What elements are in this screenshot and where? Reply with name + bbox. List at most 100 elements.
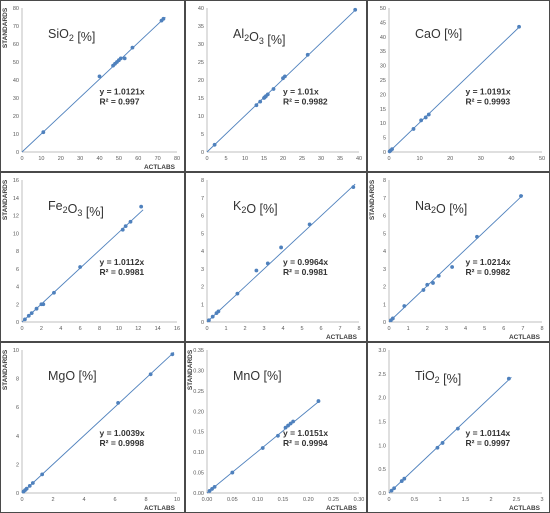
data-point xyxy=(475,234,479,239)
x-tick-label: 7 xyxy=(521,326,524,332)
y-tick-label: 0.0 xyxy=(378,491,386,497)
y-tick-label: 0.5 xyxy=(378,467,386,473)
data-point xyxy=(212,484,217,489)
x-tick-label: 20 xyxy=(280,156,286,162)
trendline xyxy=(206,9,356,153)
data-point xyxy=(207,489,212,493)
y-tick-label: 0.15 xyxy=(193,430,204,436)
x-axis-title: ACTLABS xyxy=(144,164,176,171)
x-tick-label: 3 xyxy=(445,326,448,332)
y-tick-label: 7 xyxy=(201,196,204,202)
x-tick-label: 14 xyxy=(155,326,161,332)
y-tick-label: 2 xyxy=(383,285,386,291)
data-point xyxy=(120,227,125,232)
data-point xyxy=(455,426,460,431)
x-tick-label: 30 xyxy=(77,156,83,162)
y-tick-label: 15 xyxy=(380,107,386,113)
x-tick-label: 3 xyxy=(540,497,543,503)
y-tick-label: 12 xyxy=(13,214,19,220)
x-tick-label: 40 xyxy=(96,156,102,162)
panel-title: SiO2 [%] xyxy=(48,27,95,44)
y-tick-label: 25 xyxy=(198,60,204,66)
y-axis-title: STANDARDS xyxy=(2,179,9,220)
data-point xyxy=(288,421,293,426)
y-tick-label: 30 xyxy=(380,64,386,70)
data-point xyxy=(426,112,431,117)
y-tick-label: 10 xyxy=(13,348,19,354)
y-tick-label: 5 xyxy=(201,132,204,138)
x-tick-label: 2 xyxy=(426,326,429,332)
data-point xyxy=(34,306,39,311)
panel-frame xyxy=(185,342,367,513)
data-point xyxy=(423,115,428,120)
x-axis-title: ACTLABS xyxy=(326,505,358,512)
panel-title: TiO2 [%] xyxy=(415,369,461,386)
y-tick-label: 3.0 xyxy=(378,348,386,354)
data-point xyxy=(353,7,358,12)
x-tick-label: 20 xyxy=(447,156,453,162)
trend-equation: y = 1.0114x xyxy=(466,428,511,438)
x-tick-label: 4 xyxy=(464,326,467,332)
y-tick-label: 40 xyxy=(198,6,204,12)
data-point xyxy=(399,479,404,483)
data-point xyxy=(258,99,263,104)
data-point xyxy=(235,291,240,296)
data-point xyxy=(435,445,440,450)
chart-panel-3: 0 10 20 30 40 50 0 5 10 15 20 25 30 35 40 45 50 CaO [%] y … xyxy=(367,0,550,172)
data-point xyxy=(271,87,276,91)
y-axis-title: STANDARDS xyxy=(369,179,376,220)
trend-equation: y = 1.01x xyxy=(283,86,319,96)
y-tick-label: 0 xyxy=(16,320,19,326)
data-point xyxy=(389,488,394,493)
x-tick-label: 2.5 xyxy=(513,497,521,503)
r-squared: R² = 0.9982 xyxy=(466,267,511,277)
x-tick-label: 0.05 xyxy=(227,497,238,503)
x-axis-title: ACTLABS xyxy=(509,505,541,512)
x-tick-label: 1.5 xyxy=(462,497,470,503)
data-point xyxy=(265,261,270,266)
y-tick-label: 8 xyxy=(383,178,386,184)
y-axis-title: STANDARDS xyxy=(2,349,9,390)
r-squared: R² = 0.9981 xyxy=(283,267,328,277)
y-tick-label: 6 xyxy=(16,405,19,411)
x-tick-label: 8 xyxy=(98,326,101,332)
panel-title: MgO [%] xyxy=(48,369,97,383)
data-point xyxy=(421,288,426,292)
data-point xyxy=(260,446,265,450)
data-point xyxy=(283,74,287,79)
r-squared: R² = 0.9997 xyxy=(466,438,511,448)
x-tick-label: 20 xyxy=(58,156,64,162)
x-tick-label: 0 xyxy=(205,326,208,332)
y-tick-label: 1.5 xyxy=(378,420,386,426)
x-tick-label: 1 xyxy=(224,326,227,332)
data-point xyxy=(286,423,290,428)
x-tick-label: 16 xyxy=(174,326,180,332)
trendline xyxy=(388,376,512,494)
x-tick-label: 0.20 xyxy=(303,497,314,503)
data-point xyxy=(210,314,215,319)
data-point xyxy=(305,52,310,57)
trend-equation: y = 1.0214x xyxy=(466,257,511,267)
r-squared: R² = 0.9993 xyxy=(466,96,511,106)
chart-panel-9: 0 0.5 1 1.5 2 2.5 3 0.0 0.5 1.0 1.5 2.0 2.5 3.0 ACTLAB… xyxy=(367,342,550,513)
y-tick-label: 0.00 xyxy=(193,491,204,497)
data-point xyxy=(30,481,35,485)
r-squared: R² = 0.9998 xyxy=(100,438,145,448)
x-tick-label: 40 xyxy=(508,156,514,162)
y-tick-label: 2 xyxy=(16,462,19,468)
y-tick-label: 0.35 xyxy=(193,348,204,354)
data-point xyxy=(123,224,128,229)
y-axis-title: STANDARDS xyxy=(2,7,9,48)
data-point xyxy=(307,222,312,227)
y-tick-label: 30 xyxy=(13,96,19,102)
y-tick-label: 50 xyxy=(13,60,19,66)
data-point xyxy=(265,92,270,97)
x-tick-label: 0 xyxy=(20,156,23,162)
x-tick-label: 15 xyxy=(261,156,267,162)
x-tick-label: 4 xyxy=(59,326,62,332)
x-tick-label: 6 xyxy=(113,497,116,503)
x-tick-label: 0.00 xyxy=(202,497,213,503)
y-tick-label: 10 xyxy=(13,231,19,237)
y-tick-label: 10 xyxy=(198,114,204,120)
